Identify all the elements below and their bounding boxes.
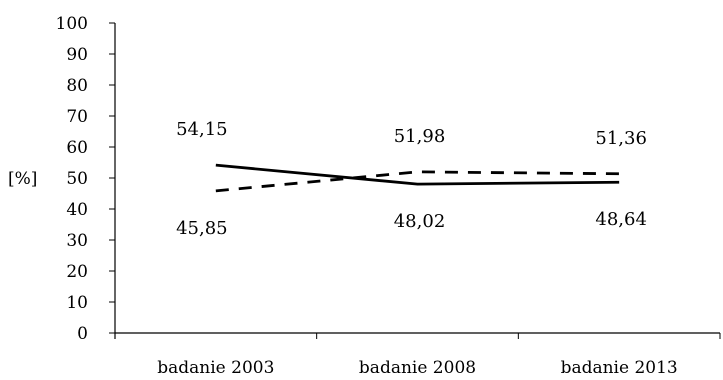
y-tick-label: 50 xyxy=(66,169,88,189)
y-tick-label: 80 xyxy=(66,76,88,96)
y-tick-label: 70 xyxy=(66,107,88,127)
y-tick-label: 20 xyxy=(66,262,88,282)
x-tick-label: badanie 2003 xyxy=(157,358,274,378)
data-label: 48,02 xyxy=(394,211,446,232)
data-label: 51,36 xyxy=(595,128,647,149)
y-tick-label: 10 xyxy=(66,293,88,313)
y-tick-label: 40 xyxy=(66,200,88,220)
x-tick-label: badanie 2008 xyxy=(359,358,476,378)
data-label: 48,64 xyxy=(595,209,647,230)
series-line-solid xyxy=(215,163,620,186)
y-tick-label: 0 xyxy=(77,324,88,344)
y-tick-label: 100 xyxy=(56,14,88,34)
data-label: 51,98 xyxy=(394,126,446,147)
y-tick-label: 30 xyxy=(66,231,88,251)
y-axis-title: [%] xyxy=(8,169,37,189)
y-tick-label: 90 xyxy=(66,45,88,65)
data-label: 54,15 xyxy=(176,119,228,140)
x-tick-label: badanie 2013 xyxy=(561,358,678,378)
series-line-dashed xyxy=(215,170,620,193)
data-label: 45,85 xyxy=(176,218,228,239)
y-tick-label: 60 xyxy=(66,138,88,158)
